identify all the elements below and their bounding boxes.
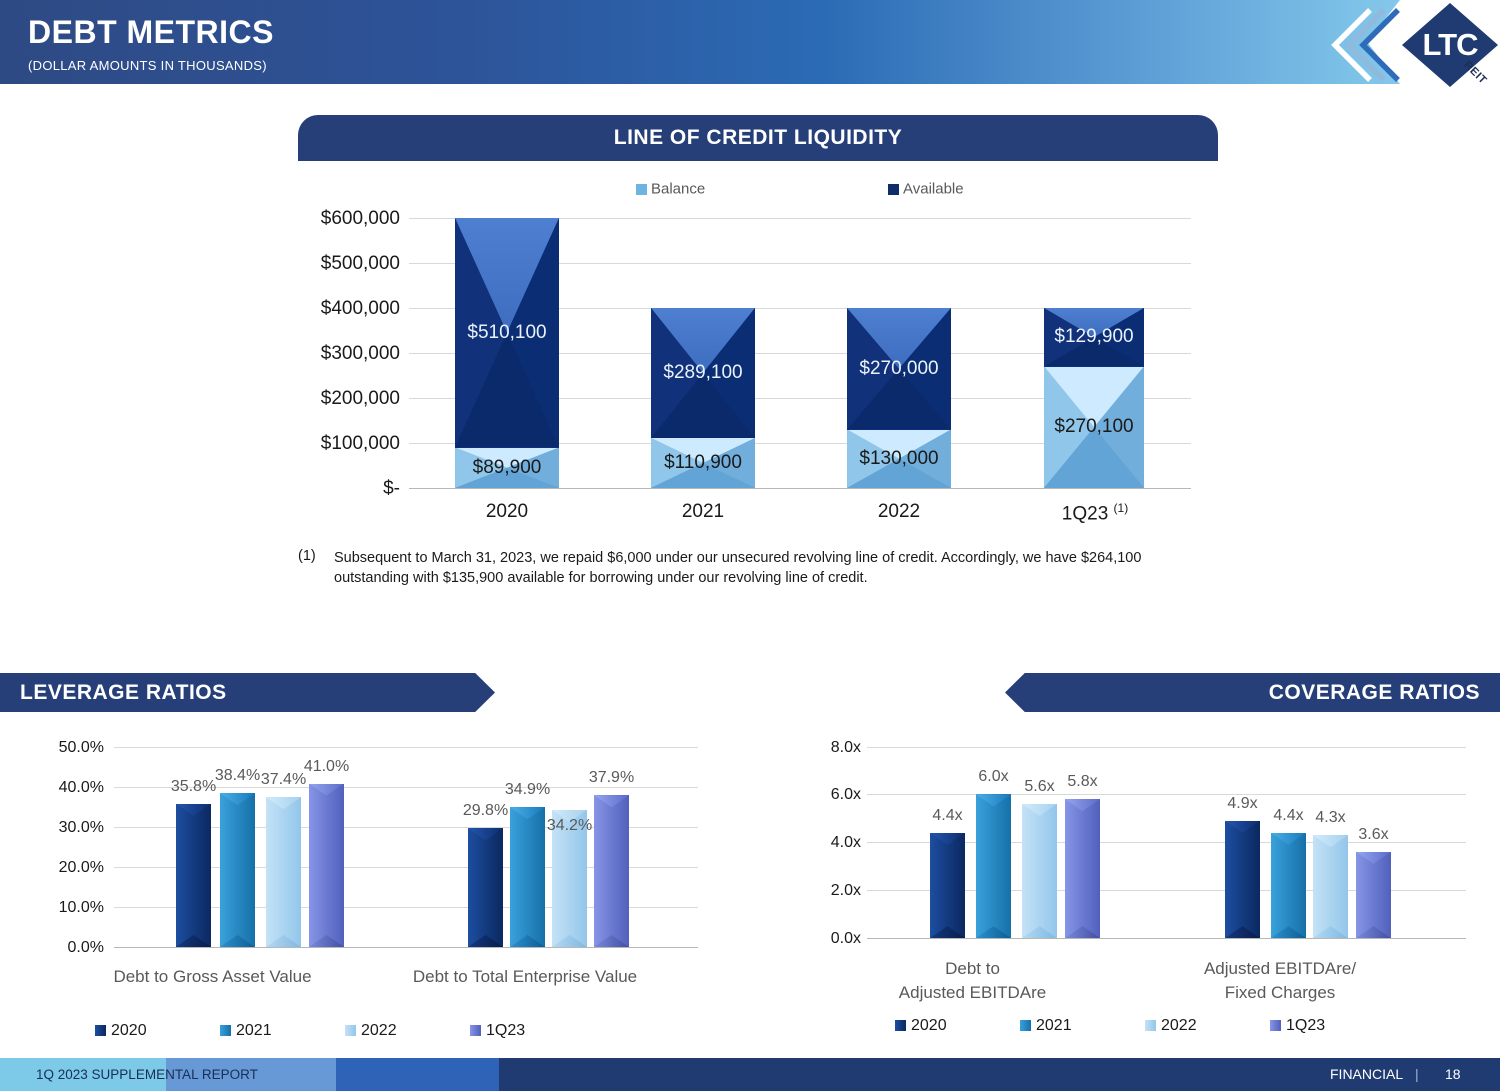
svg-text:LTC: LTC	[1423, 27, 1479, 62]
